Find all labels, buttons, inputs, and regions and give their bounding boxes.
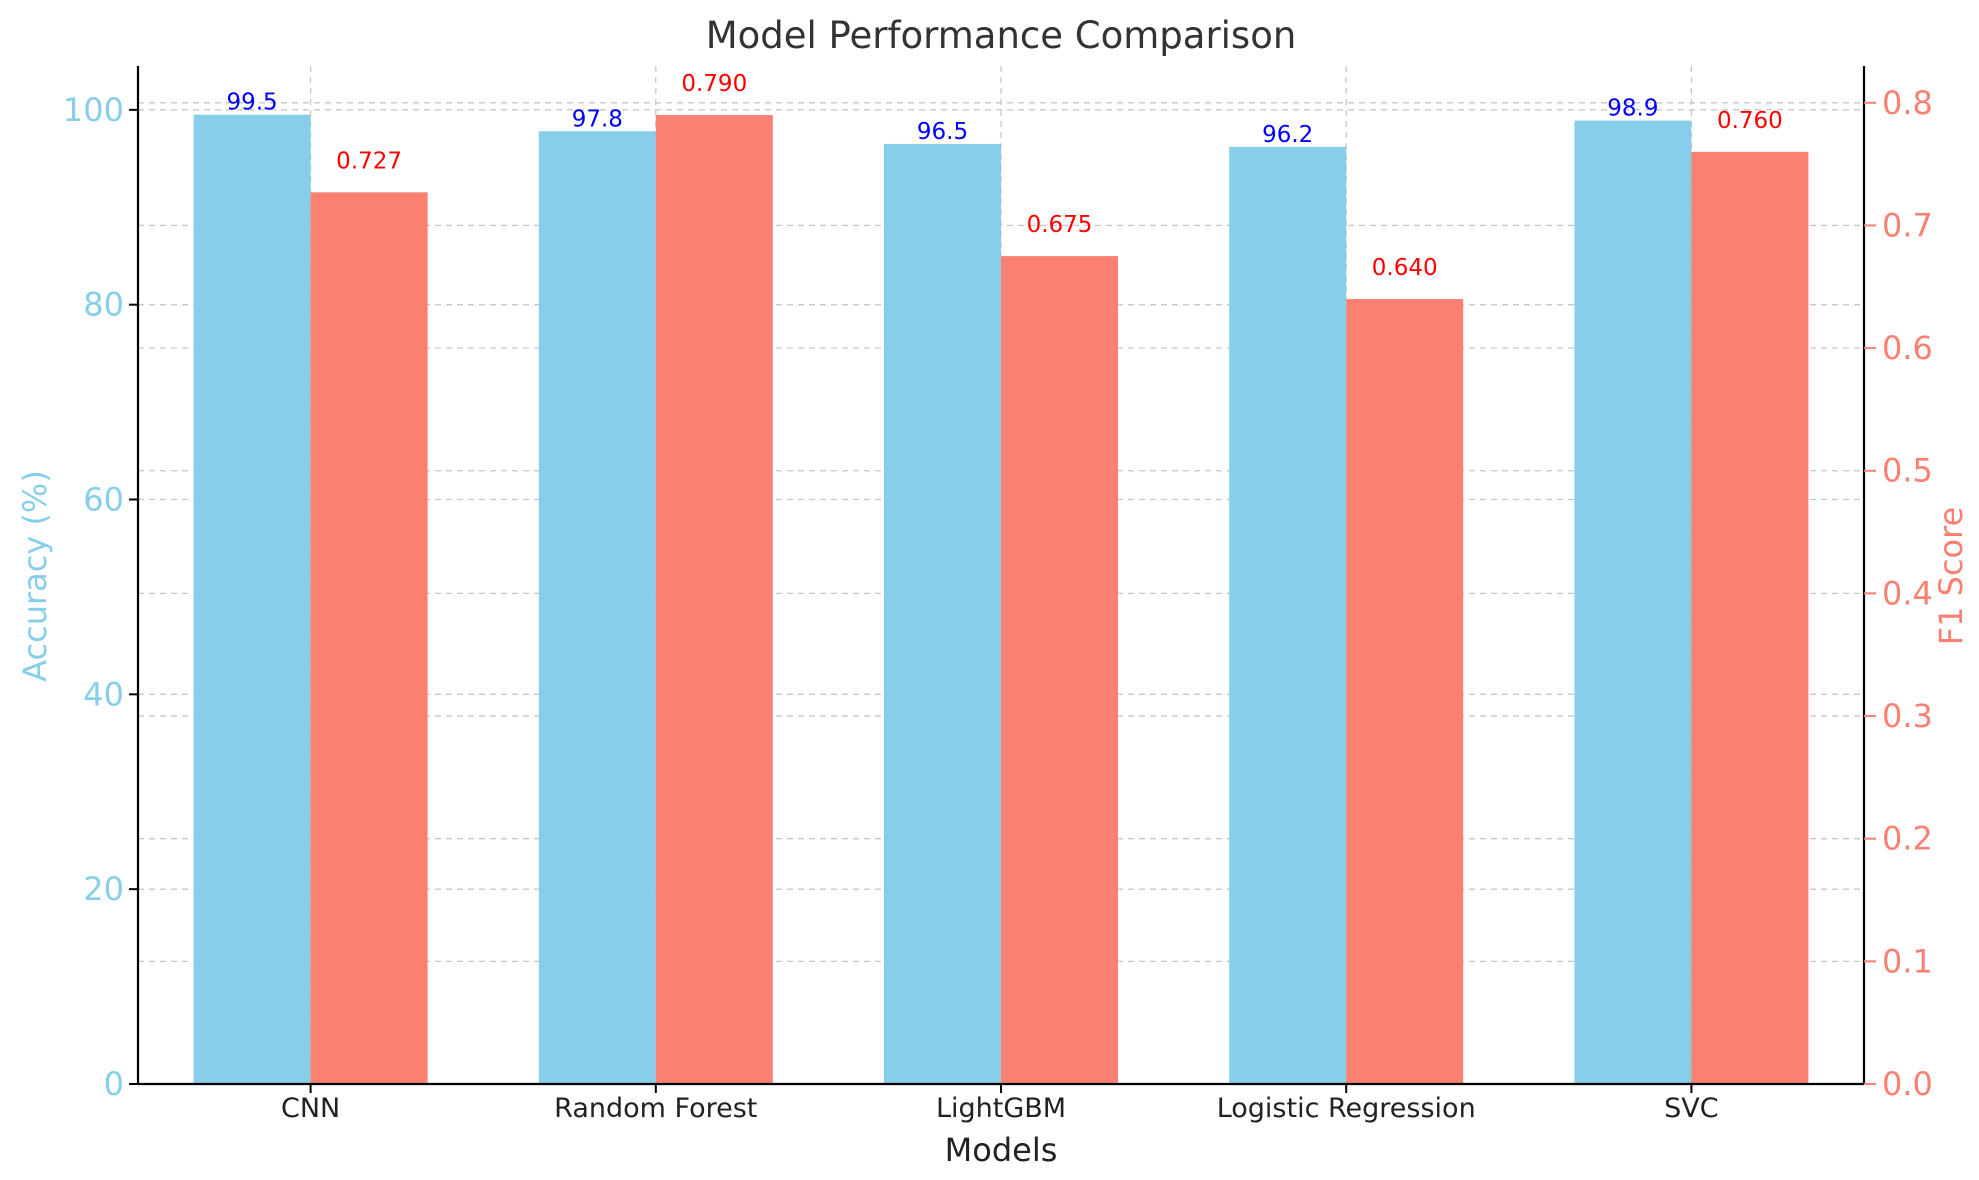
y-right-tick-label: 0.6 bbox=[1882, 329, 1933, 367]
bars-layer bbox=[193, 114, 1809, 1085]
labels-layer: 99.5 0.727 97.8 0.790 96.5 0.675 96.2 0.640 98.9… bbox=[226, 71, 1782, 281]
y-left-tick-label: 100 bbox=[63, 91, 124, 129]
data-label-f1: 0.640 bbox=[1372, 255, 1438, 281]
bar-accuracy bbox=[884, 143, 1001, 1085]
data-label-accuracy: 99.5 bbox=[226, 90, 277, 116]
data-label-accuracy: 97.8 bbox=[572, 106, 623, 132]
data-label-accuracy: 96.2 bbox=[1262, 122, 1313, 148]
x-tick-label: LightGBM bbox=[936, 1093, 1066, 1124]
data-label-f1: 0.760 bbox=[1717, 108, 1783, 134]
data-label-f1: 0.675 bbox=[1027, 212, 1093, 238]
x-tick-label: CNN bbox=[281, 1093, 340, 1124]
y-right-tick-label: 0.8 bbox=[1882, 84, 1933, 122]
data-label-f1: 0.727 bbox=[336, 148, 402, 174]
y-axis-right-title: F1 Score bbox=[1932, 507, 1970, 646]
bar-accuracy bbox=[193, 114, 311, 1085]
x-tick-label: Random Forest bbox=[554, 1093, 757, 1124]
x-axis-title: Models bbox=[945, 1131, 1058, 1169]
x-tick-label: Logistic Regression bbox=[1217, 1093, 1476, 1124]
bar-accuracy bbox=[1229, 146, 1347, 1085]
y-left-tick-label: 80 bbox=[83, 286, 124, 324]
bar-f1 bbox=[1691, 151, 1809, 1085]
bar-f1 bbox=[655, 115, 773, 1084]
y-axis-left-title: Accuracy (%) bbox=[16, 470, 54, 682]
y-right-tick-label: 0.5 bbox=[1882, 452, 1933, 490]
y-right-tick-label: 0.0 bbox=[1882, 1065, 1933, 1103]
y-left-tick-label: 0 bbox=[104, 1065, 124, 1103]
bar-f1 bbox=[1346, 299, 1464, 1084]
ticks-layer: 0 20 40 60 80 100 0.0 0.1 0.2 0.3 0.4 0.5 0.6 0.7 0.8 C… bbox=[63, 84, 1933, 1124]
bar-f1 bbox=[1001, 256, 1118, 1085]
bar-f1 bbox=[310, 192, 428, 1084]
y-right-tick-label: 0.4 bbox=[1882, 574, 1933, 612]
bar-accuracy bbox=[538, 131, 656, 1084]
y-left-tick-label: 40 bbox=[83, 675, 124, 713]
x-tick-label: SVC bbox=[1664, 1093, 1718, 1124]
bar-accuracy bbox=[1574, 120, 1692, 1085]
y-right-tick-label: 0.2 bbox=[1882, 820, 1933, 858]
data-label-accuracy: 98.9 bbox=[1607, 96, 1658, 122]
y-right-tick-label: 0.7 bbox=[1882, 206, 1933, 244]
y-right-tick-label: 0.1 bbox=[1882, 942, 1933, 980]
y-left-tick-label: 20 bbox=[83, 870, 124, 908]
y-left-tick-label: 60 bbox=[83, 481, 124, 519]
data-label-f1: 0.790 bbox=[681, 71, 747, 97]
chart-title: Model Performance Comparison bbox=[706, 14, 1297, 57]
y-right-tick-label: 0.3 bbox=[1882, 697, 1933, 735]
data-label-accuracy: 96.5 bbox=[917, 119, 968, 145]
